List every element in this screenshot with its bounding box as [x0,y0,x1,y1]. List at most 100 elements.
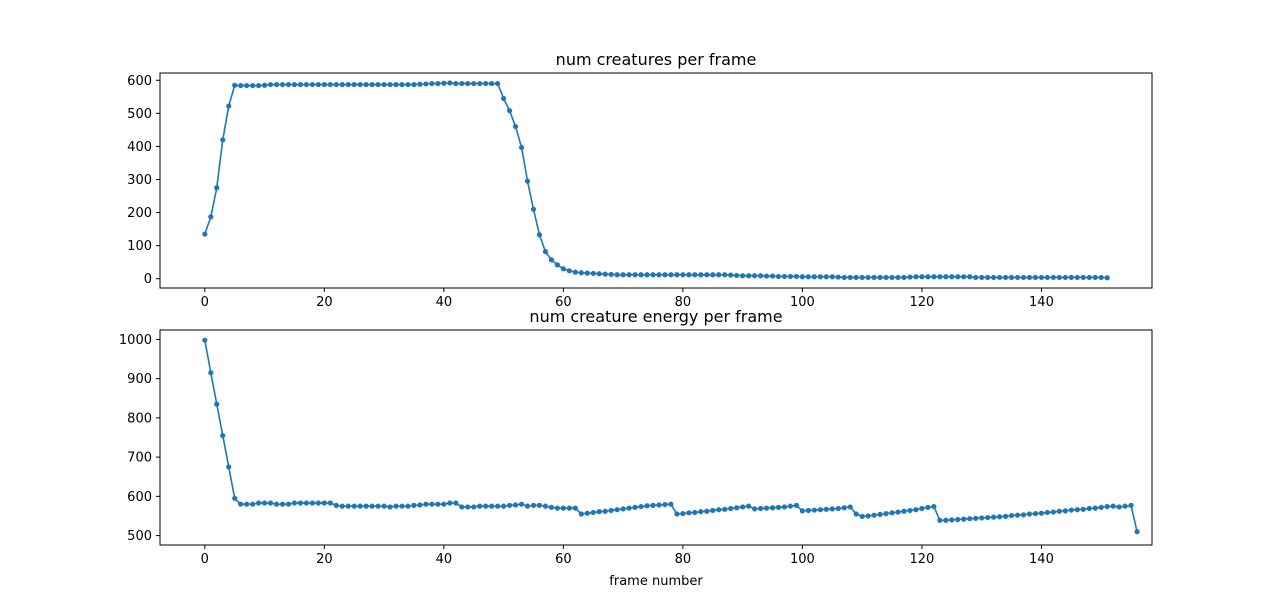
data-point [949,517,955,523]
data-point [716,272,722,278]
data-point [447,80,453,86]
data-point [220,137,226,143]
data-point [985,514,991,521]
data-point [907,507,913,514]
data-point [315,81,321,88]
data-point [339,81,345,88]
x-tick-label: 20 [316,552,333,567]
data-point [620,506,626,512]
data-point [435,80,441,87]
data-point [297,500,304,506]
data-point [967,274,973,280]
data-point [829,506,835,512]
data-point [1038,510,1045,516]
data-point [662,501,668,508]
data-point [883,274,889,281]
data-point [483,503,489,509]
data-point [459,504,465,510]
y-tick-label: 600 [127,74,152,89]
x-tick-label: 0 [201,295,209,310]
data-point [728,505,734,512]
data-point [955,274,961,280]
data-point [937,517,943,523]
x-tick-label: 80 [675,295,692,310]
data-point [501,95,507,102]
data-point [650,502,656,508]
data-point [865,274,871,281]
x-tick-label: 100 [790,295,815,310]
data-point [608,507,614,514]
data-point [1074,274,1080,281]
data-point [435,501,441,507]
data-point [273,81,280,88]
data-point [991,274,997,281]
data-point [1098,274,1104,281]
data-point [823,274,829,280]
data-point [746,273,752,279]
data-point [704,508,710,514]
data-point [536,502,543,508]
data-point [566,505,572,511]
data-point [979,274,985,281]
y-tick-label: 300 [127,173,152,188]
data-point [381,81,387,88]
data-point [728,272,734,278]
data-point [578,270,584,276]
data-point [345,81,351,88]
data-point [740,504,746,510]
data-point [644,272,650,278]
data-point [674,272,680,278]
data-point [214,185,220,191]
data-point [1092,274,1098,281]
data-point [889,510,895,516]
data-point [506,108,513,114]
y-tick-label: 900 [127,372,152,387]
data-point [1026,511,1033,517]
data-point [483,80,489,87]
data-point [285,81,292,88]
data-point [584,270,590,276]
data-point [572,269,578,275]
data-point [877,274,883,281]
data-point [363,81,369,88]
data-point [692,509,698,516]
data-point [393,503,399,509]
data-point [291,500,298,506]
data-point [357,81,363,88]
data-point [979,515,985,521]
data-point [985,274,991,281]
y-tick-label: 200 [127,206,152,221]
data-point [1014,274,1021,281]
data-point [847,504,853,510]
data-point [387,504,393,510]
data-point [1050,274,1056,281]
data-point [919,505,925,512]
data-point [477,503,483,509]
data-point [614,507,620,513]
data-point [787,503,794,509]
data-point [297,81,304,88]
data-point [453,500,459,506]
axes-frame [159,329,1153,546]
data-point [943,274,949,280]
data-point [429,80,435,87]
data-point [841,505,847,511]
data-point [1020,274,1027,281]
data-point [453,80,459,87]
x-tick-label: 60 [555,295,572,310]
data-point [327,81,333,88]
data-point [662,272,668,278]
data-point [1068,507,1074,513]
data-point [1110,503,1116,509]
data-point [883,511,889,517]
data-point [327,500,333,506]
x-tick-label: 20 [316,295,333,310]
data-point [501,503,507,509]
x-tick-label: 120 [910,552,935,567]
data-point [847,274,853,281]
data-point [351,503,357,509]
data-point [925,504,931,510]
data-point [1020,512,1027,518]
data-point [871,274,877,281]
